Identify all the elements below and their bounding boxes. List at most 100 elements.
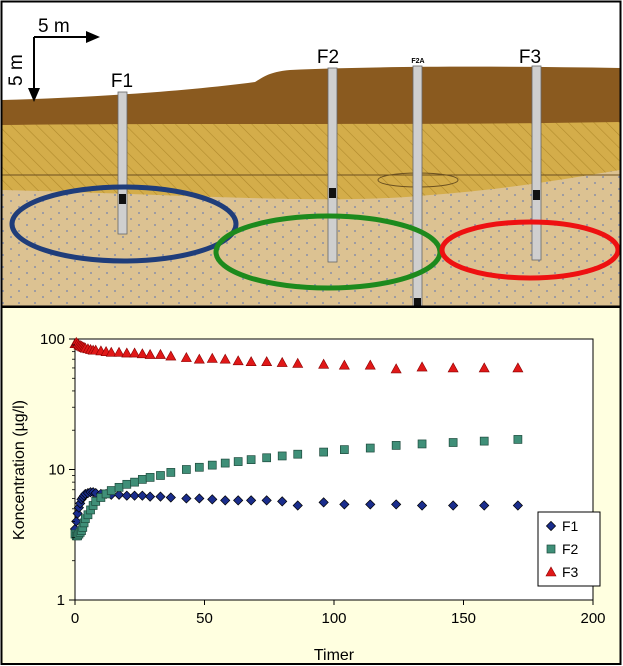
data-point-f1 bbox=[121, 490, 132, 501]
plot-area bbox=[74, 338, 594, 601]
data-point-f1 bbox=[261, 495, 272, 506]
cross-section-panel: F1 F2 F2A F3 5 m 5 m bbox=[0, 0, 622, 308]
data-point-f2 bbox=[391, 441, 401, 450]
data-point-f2 bbox=[293, 449, 303, 459]
data-point-f3 bbox=[276, 356, 288, 367]
x-tick-label: 50 bbox=[196, 610, 213, 627]
data-point-f1 bbox=[512, 500, 523, 511]
data-point-f2 bbox=[340, 445, 349, 454]
data-point-f1 bbox=[137, 490, 148, 501]
data-point-f2 bbox=[114, 482, 124, 492]
data-point-f2 bbox=[194, 462, 204, 472]
data-point-f3 bbox=[206, 352, 218, 363]
data-point-f3 bbox=[193, 353, 205, 364]
data-point-f2 bbox=[319, 447, 328, 457]
legend-marker-f2 bbox=[546, 544, 556, 554]
data-point-f1 bbox=[233, 495, 244, 506]
well-f1 bbox=[117, 91, 128, 235]
data-point-f1 bbox=[145, 491, 156, 502]
data-point-f2 bbox=[448, 438, 458, 447]
x-tick-label: 0 bbox=[71, 610, 79, 627]
scale-bar: 5 m 5 m bbox=[6, 16, 100, 102]
well-f3 bbox=[531, 65, 542, 261]
legend-label-f2: F2 bbox=[562, 541, 579, 557]
data-point-f2 bbox=[233, 457, 243, 466]
data-point-f2 bbox=[130, 477, 139, 487]
x-tick-label: 200 bbox=[580, 610, 605, 627]
data-point-f3 bbox=[318, 358, 330, 369]
series-f1 bbox=[69, 487, 523, 535]
data-point-f2 bbox=[246, 455, 256, 464]
data-point-f1 bbox=[479, 500, 490, 511]
data-point-f1 bbox=[246, 495, 257, 506]
legend-label-f1: F1 bbox=[562, 518, 579, 534]
data-point-f3 bbox=[338, 359, 350, 370]
data-point-f2 bbox=[122, 479, 132, 489]
data-point-f2 bbox=[220, 458, 230, 468]
data-point-f3 bbox=[180, 352, 192, 362]
y-tick-label: 100 bbox=[40, 331, 65, 348]
data-point-f3 bbox=[364, 359, 376, 370]
data-point-f1 bbox=[207, 494, 218, 505]
topsoil-layer bbox=[2, 66, 620, 125]
chart-marks bbox=[69, 336, 524, 541]
data-point-f3 bbox=[165, 350, 177, 361]
data-point-f1 bbox=[339, 499, 350, 510]
plume-f1 bbox=[9, 184, 239, 264]
data-point-f2 bbox=[137, 475, 147, 484]
data-point-f3 bbox=[219, 353, 231, 364]
well-label-f2a: F2A bbox=[411, 58, 424, 65]
data-point-f1 bbox=[71, 516, 82, 527]
data-point-f2 bbox=[262, 453, 272, 463]
series-f3 bbox=[69, 336, 524, 374]
data-point-f1 bbox=[194, 493, 205, 504]
data-point-f1 bbox=[318, 497, 329, 508]
data-point-f2 bbox=[156, 471, 165, 480]
data-point-f3 bbox=[512, 362, 524, 373]
data-point-f2 bbox=[182, 465, 191, 474]
data-point-f3 bbox=[390, 363, 402, 374]
data-point-f1 bbox=[72, 508, 83, 519]
data-point-f1 bbox=[277, 496, 288, 507]
data-point-f3 bbox=[113, 346, 125, 357]
data-point-f1 bbox=[113, 489, 125, 500]
well-f2 bbox=[327, 67, 338, 263]
y-tick-label: 1 bbox=[57, 592, 65, 609]
well-label-f2: F2 bbox=[317, 47, 339, 68]
data-point-f1 bbox=[129, 490, 140, 501]
series-f2 bbox=[70, 435, 523, 541]
legend-marker-f1 bbox=[545, 520, 557, 532]
data-point-f3 bbox=[245, 356, 257, 366]
data-point-f3 bbox=[261, 356, 273, 366]
data-point-f3 bbox=[154, 348, 166, 359]
data-point-f1 bbox=[365, 499, 376, 510]
data-point-f1 bbox=[292, 500, 303, 511]
data-point-f2 bbox=[145, 473, 155, 482]
till-hatch bbox=[2, 120, 620, 200]
well-label-f3: F3 bbox=[519, 47, 541, 68]
data-point-f2 bbox=[365, 443, 375, 453]
data-point-f1 bbox=[155, 491, 166, 502]
data-point-f1 bbox=[220, 495, 231, 506]
data-point-f3 bbox=[416, 361, 428, 372]
data-point-f3 bbox=[478, 362, 490, 373]
data-point-f1 bbox=[165, 492, 176, 503]
chart-legend: F1 F2 F3 bbox=[537, 511, 601, 587]
data-point-f2 bbox=[479, 436, 489, 446]
data-point-f3 bbox=[292, 357, 304, 368]
data-point-f1 bbox=[391, 499, 402, 510]
data-point-f1 bbox=[448, 500, 459, 511]
well-f2a bbox=[412, 65, 423, 306]
data-point-f2 bbox=[166, 468, 176, 477]
plume-f3 bbox=[439, 219, 620, 281]
data-point-f2 bbox=[277, 451, 287, 461]
data-point-f3 bbox=[129, 347, 141, 358]
data-point-f3 bbox=[121, 347, 133, 358]
scale-label-horizontal: 5 m bbox=[38, 16, 70, 37]
data-point-f1 bbox=[416, 500, 428, 511]
data-point-f3 bbox=[447, 362, 459, 373]
legend-label-f3: F3 bbox=[562, 564, 579, 580]
data-point-f2 bbox=[207, 460, 217, 470]
y-axis-label: Koncentration (µg/l) bbox=[11, 400, 28, 540]
